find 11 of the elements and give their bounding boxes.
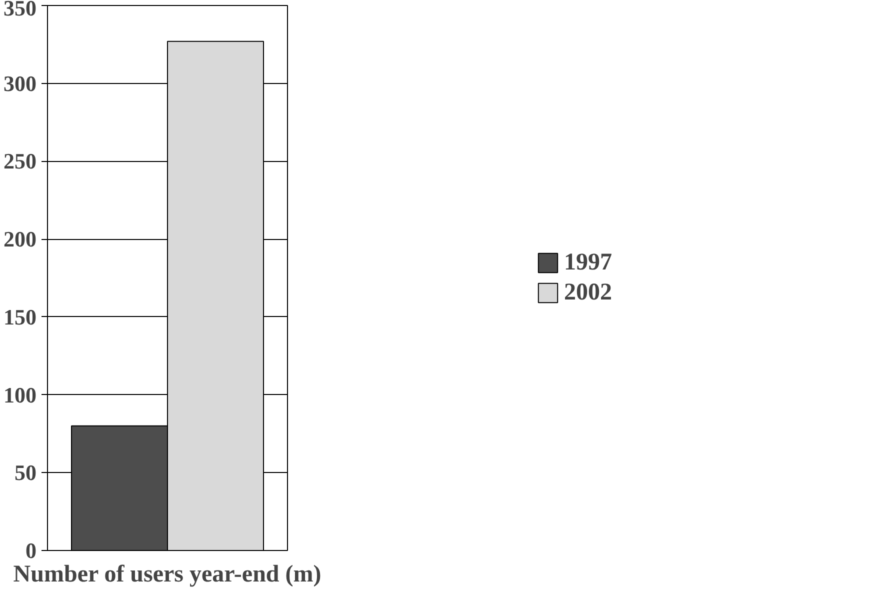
y-tick-label: 0 bbox=[26, 538, 36, 563]
y-tick-label: 100 bbox=[4, 382, 36, 408]
y-tick-label: 350 bbox=[4, 0, 36, 20]
legend-label: 2002 bbox=[564, 279, 612, 306]
legend-label: 1997 bbox=[564, 249, 612, 276]
x-axis-title: Number of users year-end (m) bbox=[13, 562, 322, 588]
y-tick-label: 150 bbox=[4, 304, 36, 330]
y-tick-label: 300 bbox=[4, 70, 36, 96]
y-tick-label: 50 bbox=[14, 460, 36, 486]
y-tick-label: 200 bbox=[4, 226, 36, 252]
y-tick-label: 250 bbox=[4, 148, 36, 174]
